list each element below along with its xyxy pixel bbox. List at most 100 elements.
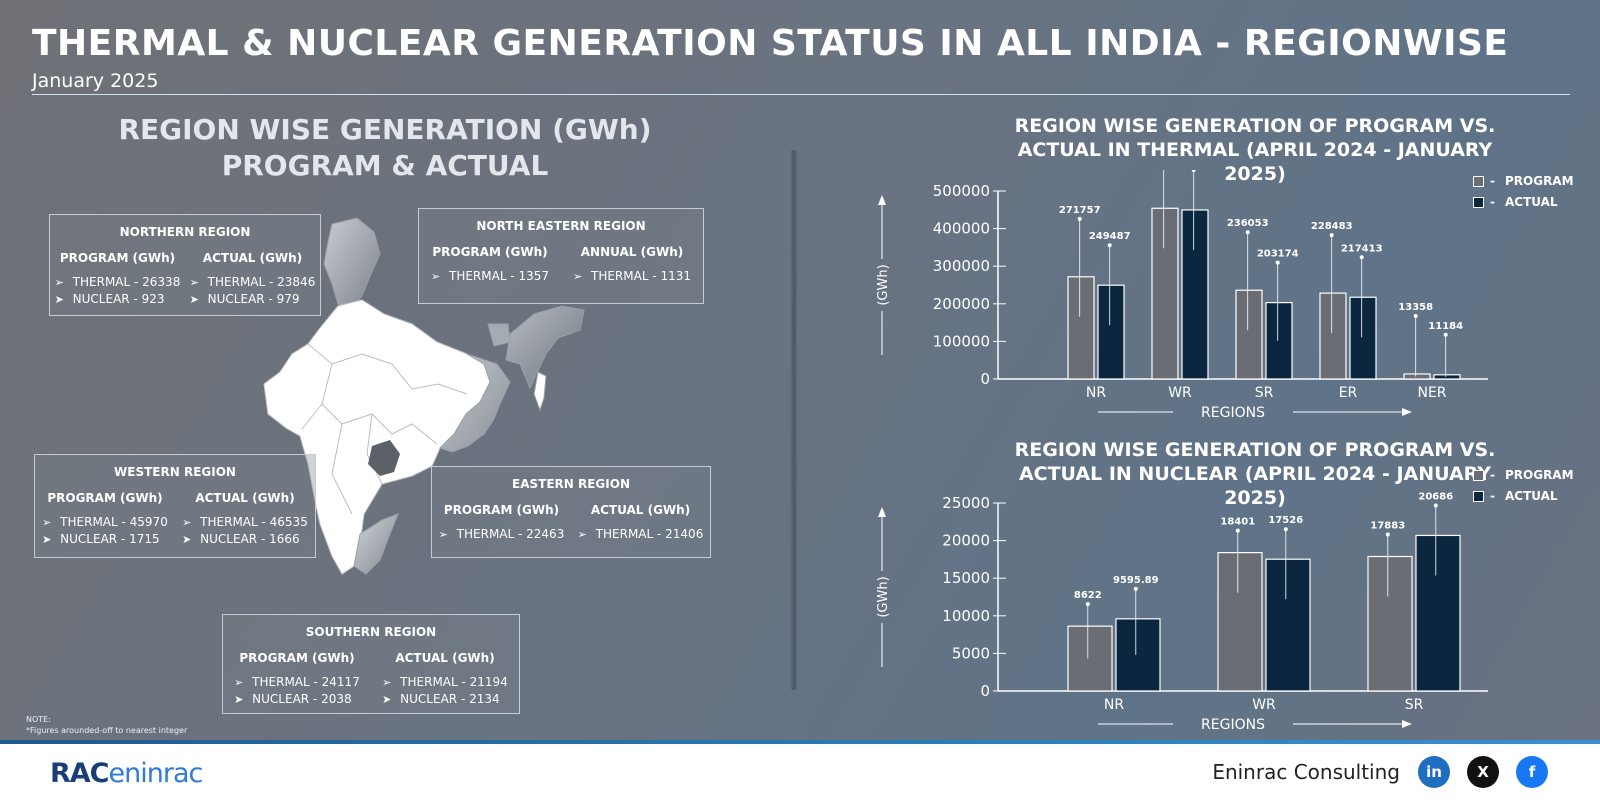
data-label: 271757 — [1059, 205, 1101, 216]
actual-legend-label: ACTUAL — [1504, 195, 1558, 209]
chevron-right-icon: ➤ — [234, 692, 244, 706]
region-value: THERMAL - 24117 — [252, 675, 360, 689]
x-arrow-head — [1402, 408, 1412, 416]
leader-dot — [1133, 586, 1138, 591]
region-value: THERMAL - 46535 — [200, 515, 308, 529]
region-title: EASTERN REGION — [512, 477, 630, 491]
leader-dot — [1433, 503, 1438, 508]
y-tick-label: 0 — [980, 682, 990, 700]
region-value: NUCLEAR - 1715 — [60, 532, 160, 546]
data-label: 17883 — [1370, 521, 1405, 532]
thermal-chart-legend: - PROGRAM - ACTUAL — [1473, 174, 1574, 216]
western-region-box: WESTERN REGION PROGRAM (GWh) ➢ THERMAL - … — [34, 454, 316, 558]
chevron-right-icon: ➢ — [234, 675, 244, 689]
header-divider — [32, 94, 1570, 95]
actual-legend-swatch — [1473, 196, 1484, 208]
y-tick-label: 10000 — [942, 607, 990, 625]
actual-col-header: ACTUAL (GWh) — [590, 503, 691, 517]
company-logo[interactable]: RACeninrac — [50, 758, 204, 789]
y-axis-label: (GWh) — [876, 264, 891, 305]
x-tick-label: NR — [1086, 385, 1106, 401]
data-label: 217413 — [1341, 243, 1383, 254]
data-label: 11184 — [1428, 321, 1463, 332]
program-legend-label: PROGRAM — [1504, 468, 1574, 482]
y-tick-label: 300000 — [933, 257, 990, 275]
x-axis-label: REGIONS — [1201, 405, 1265, 421]
leader-dot — [1085, 602, 1090, 607]
actual-legend-swatch — [1473, 490, 1484, 502]
bar — [1067, 276, 1095, 380]
bar — [1097, 284, 1125, 380]
data-label: 13358 — [1398, 302, 1433, 313]
region-value: NUCLEAR - 1666 — [200, 532, 300, 546]
left-heading-line2: PROGRAM & ACTUAL — [221, 149, 549, 182]
logo-part2: eninrac — [108, 758, 204, 789]
data-label: 9595.89 — [1113, 575, 1159, 586]
nuclear-chart-legend: - PROGRAM - ACTUAL — [1473, 468, 1574, 510]
region-value: THERMAL - 45970 — [60, 515, 168, 529]
leader-dot — [1283, 527, 1288, 532]
chevron-right-icon: ➢ — [572, 269, 583, 283]
bar — [1235, 289, 1263, 380]
left-section-heading: REGION WISE GENERATION (GWh) PROGRAM & A… — [90, 112, 680, 184]
brand-name: Eninrac Consulting — [1212, 760, 1400, 784]
program-col-header: PROGRAM (GWh) — [443, 503, 560, 517]
program-legend-swatch — [1473, 175, 1484, 187]
leader-dot — [1443, 332, 1448, 337]
map-south-region — [353, 513, 399, 575]
chevron-right-icon: ➢ — [430, 269, 441, 283]
actual-col-header: ACTUAL (GWh) — [195, 491, 295, 505]
annual-col-header: ANNUAL (GWh) — [580, 245, 684, 259]
chevron-right-icon: ➢ — [182, 515, 192, 529]
footnote: NOTE: *Figures arounded-off to nearest i… — [26, 714, 187, 736]
actual-col-header: ACTUAL (GWh) — [395, 651, 495, 665]
program-col-header: PROGRAM (GWh) — [59, 251, 176, 265]
program-col-header: PROGRAM (GWh) — [47, 491, 163, 505]
page-header: THERMAL & NUCLEAR GENERATION STATUS IN A… — [32, 20, 1572, 94]
region-value: NUCLEAR - 2038 — [252, 692, 352, 706]
region-title: NORTHERN REGION — [119, 225, 251, 239]
actual-legend-label: ACTUAL — [1504, 489, 1558, 503]
region-value: THERMAL - 21406 — [595, 527, 704, 541]
program-legend-swatch — [1473, 469, 1484, 481]
y-tick-label: 20000 — [942, 532, 990, 550]
data-label: 203174 — [1257, 249, 1299, 260]
program-legend-label: PROGRAM — [1504, 174, 1574, 188]
chevron-right-icon: ➢ — [438, 527, 448, 541]
x-icon[interactable]: X — [1467, 756, 1499, 788]
chevron-right-icon: ➤ — [189, 292, 199, 306]
y-tick-label: 500000 — [933, 182, 990, 200]
x-axis-label: REGIONS — [1201, 717, 1265, 733]
leader-dot — [1235, 528, 1240, 533]
bar — [1415, 534, 1461, 692]
leader-dot — [1077, 216, 1082, 221]
y-tick-label: 25000 — [942, 494, 990, 512]
page-date: January 2025 — [32, 70, 159, 92]
x-tick-label: ER — [1339, 385, 1358, 401]
region-value: NUCLEAR - 2134 — [400, 692, 500, 706]
northern-region-box: NORTHERN REGION PROGRAM (GWh) ➢ THERMAL -… — [49, 214, 321, 316]
facebook-icon[interactable]: f — [1516, 756, 1548, 788]
y-arrow-head — [878, 507, 886, 517]
bar — [1433, 374, 1461, 380]
nuclear-chart-title: REGION WISE GENERATION OF PROGRAM VS. AC… — [1014, 439, 1496, 509]
region-value: THERMAL - 23846 — [207, 275, 316, 289]
bar — [1067, 625, 1113, 692]
actual-col-header: ACTUAL (GWh) — [202, 251, 303, 265]
program-col-header: PROGRAM (GWh) — [239, 651, 355, 665]
y-arrow-head — [878, 195, 886, 205]
chevron-right-icon: ➢ — [577, 527, 587, 541]
map-east-region — [439, 353, 511, 453]
footer-strip — [0, 740, 1600, 744]
thermal-chart-title: REGION WISE GENERATION OF PROGRAM VS. AC… — [1014, 115, 1496, 185]
y-tick-label: 0 — [980, 370, 990, 388]
program-col-header: PROGRAM (GWh) — [432, 245, 548, 259]
page-title: THERMAL & NUCLEAR GENERATION STATUS IN A… — [32, 23, 1509, 64]
x-tick-label: SR — [1255, 385, 1274, 401]
leader-dot — [1245, 230, 1250, 235]
eastern-region-box: EASTERN REGION PROGRAM (GWh) ➢ THERMAL - … — [431, 466, 711, 558]
region-value: THERMAL - 1131 — [590, 269, 692, 283]
linkedin-icon[interactable]: in — [1418, 756, 1450, 788]
x-arrow-head — [1402, 720, 1412, 728]
region-value: NUCLEAR - 923 — [72, 292, 165, 306]
